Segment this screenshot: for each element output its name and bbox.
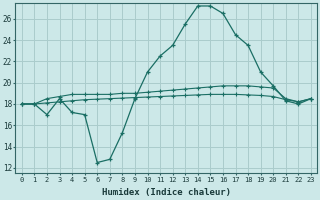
X-axis label: Humidex (Indice chaleur): Humidex (Indice chaleur) xyxy=(102,188,231,197)
